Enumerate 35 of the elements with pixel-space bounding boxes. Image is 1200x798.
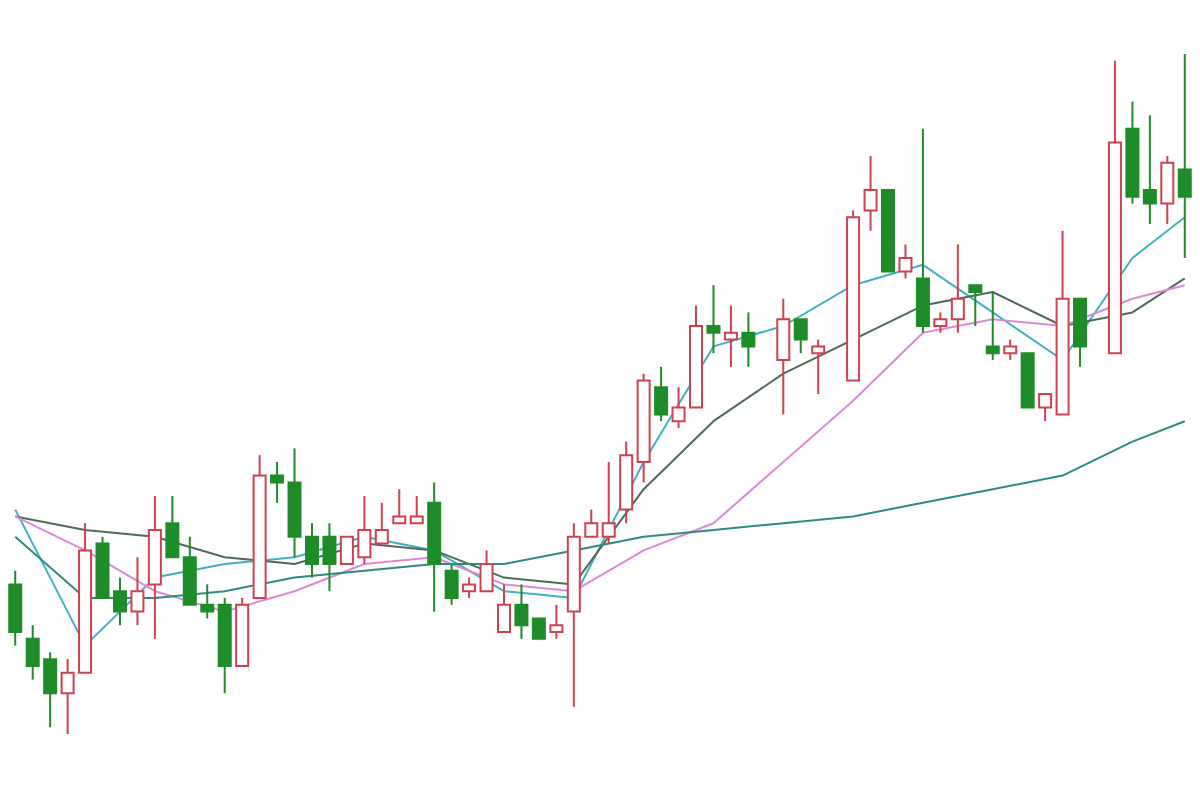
candlestick [462,576,477,599]
candlestick [130,556,145,627]
candlestick [950,243,965,334]
candlestick [723,304,738,368]
candlestick [776,297,791,416]
candlestick [1038,393,1053,423]
candlestick [811,338,826,395]
candlestick [601,461,616,545]
candlestick [8,569,23,647]
candlestick [496,583,511,633]
candlestick [479,549,494,593]
candlestick [374,501,389,545]
candlestick [1003,338,1018,361]
candlestick [933,311,948,334]
candlestick [706,284,721,355]
candlestick [968,284,983,327]
candlestick [1160,155,1175,225]
candlestick [863,155,878,232]
candlestick [793,318,808,355]
candlestick [165,495,180,559]
candlestick [444,563,459,606]
candlestick [549,603,564,640]
candlestick [985,291,1000,361]
candlestick [392,488,407,525]
candlestick [898,243,913,280]
candlestick [1073,297,1088,368]
candlestick [1142,114,1157,225]
candlestick [531,617,546,640]
candlestick [741,311,756,368]
candlestick [654,365,669,423]
candlestick [409,495,424,525]
candlestick [915,127,930,334]
candlestick [1177,53,1192,259]
candlestick [514,583,529,640]
candlestick [270,461,285,504]
